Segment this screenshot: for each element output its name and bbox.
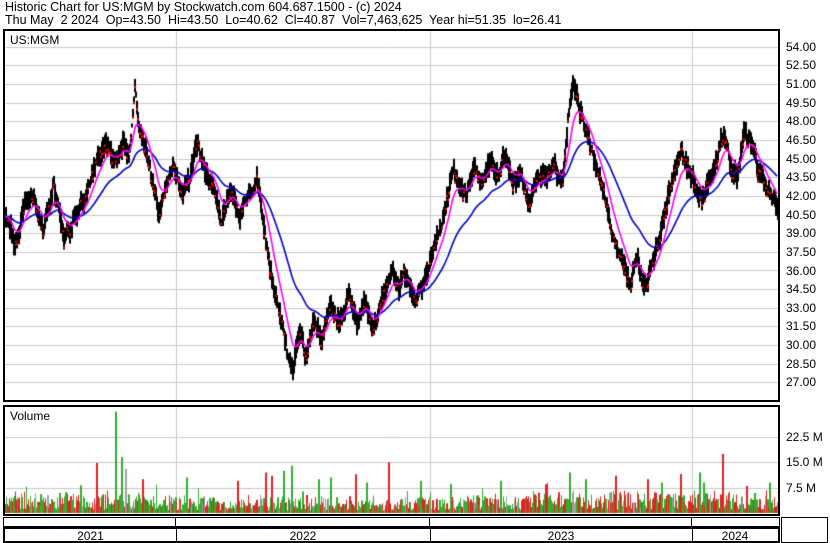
price-axis-label: 51.00: [786, 77, 817, 91]
price-axis-label: 42.00: [786, 188, 817, 203]
year-divider: [174, 518, 176, 526]
year-divider: [429, 529, 431, 541]
year-label: 2024: [721, 529, 749, 543]
price-axis-label: 43.50: [786, 170, 817, 185]
price-axis-label: 49.50: [786, 95, 817, 110]
quote-summary: Thu May 2 2024 Op=43.50 Hi=43.50 Lo=40.6…: [5, 13, 562, 27]
axis-corner-stub: [781, 517, 828, 543]
symbol-label: US:MGM: [10, 33, 60, 47]
price-axis-label: 31.50: [786, 319, 817, 334]
price-axis-label: 40.50: [786, 207, 817, 222]
volume-chart-canvas: [5, 407, 778, 514]
price-axis-label: 37.50: [786, 244, 817, 259]
year-label: 2023: [547, 529, 575, 543]
year-label: 2022: [289, 529, 317, 543]
price-axis-label: 54.00: [786, 39, 817, 54]
price-axis-label: 52.50: [786, 58, 817, 73]
price-axis-label: 28.50: [786, 356, 817, 371]
price-axis-label: 48.00: [786, 114, 817, 129]
price-axis-label: 34.50: [786, 282, 817, 297]
volume-axis-label: 15.0 M: [786, 455, 823, 470]
price-axis-label: 39.00: [786, 226, 817, 241]
price-axis-label: 46.50: [786, 132, 817, 147]
volume-axis-label: 22.5 M: [786, 430, 823, 444]
price-axis-label: 30.00: [786, 338, 817, 353]
price-chart-canvas: [5, 31, 778, 400]
price-axis-label: 33.00: [786, 300, 817, 315]
volume-label: Volume: [10, 409, 51, 423]
year-divider: [175, 529, 177, 541]
year-divider: [428, 518, 430, 526]
volume-axis-label: 7.5 M: [786, 480, 817, 495]
price-panel: US:MGM: [3, 29, 780, 402]
price-axis-label: 36.00: [786, 263, 817, 278]
time-axis-tick-row: [3, 517, 780, 527]
year-divider: [692, 529, 694, 541]
volume-axis: 22.5 M 15.0 M 7.5 M: [784, 0, 830, 543]
year-label: 2021: [77, 529, 104, 543]
time-axis-year-row: 2021 2022 2023 2024: [3, 527, 780, 543]
year-divider: [691, 518, 693, 526]
price-axis-label: 45.00: [786, 151, 817, 166]
chart-title: Historic Chart for US:MGM by Stockwatch.…: [5, 0, 402, 14]
volume-panel: Volume: [3, 405, 780, 516]
price-axis-label: 27.00: [786, 375, 817, 390]
price-axis: 54.00 52.50 51.00 49.50 48.00 46.50 45.00 43.50…: [784, 0, 830, 543]
